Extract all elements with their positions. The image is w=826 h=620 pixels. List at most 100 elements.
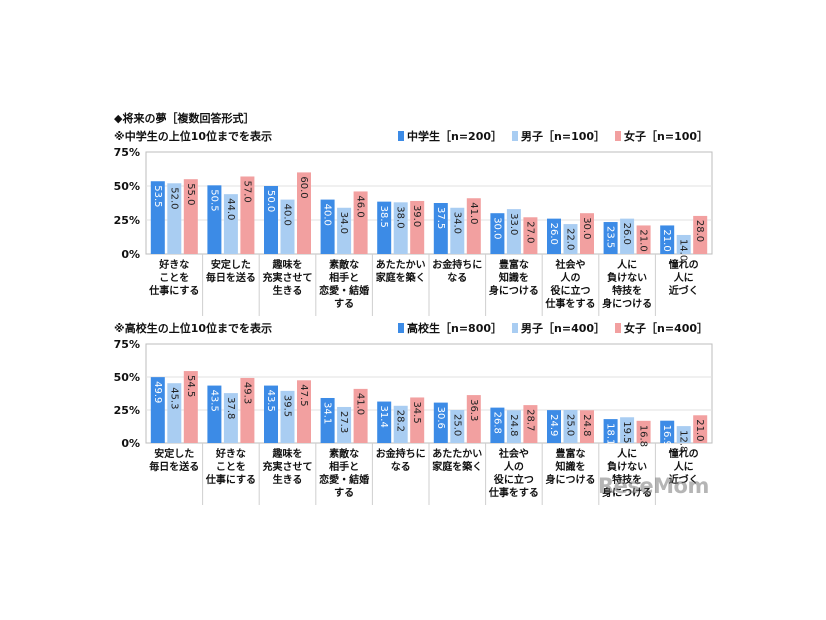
- data-label: 24.8: [581, 414, 592, 436]
- data-label: 12.8: [678, 430, 689, 452]
- category-label-line: 趣味を: [272, 447, 303, 460]
- bar: [490, 213, 505, 254]
- category-label-line: 人に: [674, 460, 694, 473]
- bar: [410, 200, 425, 254]
- bar: [353, 388, 368, 443]
- category-label: 人に負けない特技を身につける: [602, 258, 652, 310]
- bar: [563, 224, 578, 254]
- data-label: 33.0: [508, 213, 519, 235]
- chart-2-subtitle: ※高校生の上位10位までを表示: [114, 322, 273, 335]
- category-label: 好きなことを仕事にする: [148, 258, 199, 297]
- bar: [523, 405, 538, 443]
- data-label: 52.0: [168, 187, 179, 209]
- bar: [523, 217, 538, 254]
- data-label: 19.5: [621, 421, 632, 443]
- data-label: 18.1: [605, 423, 616, 445]
- bar: [223, 194, 238, 254]
- data-label: 27.3: [338, 411, 349, 433]
- legend-item-c2-s0: 高校生［n=800］: [398, 320, 502, 336]
- data-label: 25.0: [451, 414, 462, 436]
- category-label: 趣味を充実させて生きる: [263, 258, 313, 297]
- category-label-line: 安定した: [154, 447, 194, 460]
- category-label: 安定した毎日を送る: [149, 447, 199, 473]
- category-label-line: 身につける: [489, 284, 539, 297]
- data-label: 16.8: [638, 425, 649, 447]
- data-label: 14.0: [678, 239, 689, 261]
- legend-swatch: [512, 131, 519, 141]
- chart-1-legend: 中学生［n=200］ 男子［n=100］ 女子［n=100］: [398, 128, 708, 144]
- category-label-line: する: [334, 487, 354, 499]
- chart-2-legend: 高校生［n=800］ 男子［n=400］ 女子［n=400］: [398, 320, 708, 336]
- data-label: 36.3: [468, 399, 479, 421]
- bar: [636, 225, 651, 254]
- category-label-line: 人の: [504, 460, 524, 473]
- bar: [603, 222, 618, 254]
- category-label-line: なる: [391, 461, 411, 473]
- bar: [320, 397, 335, 443]
- legend-swatch: [398, 131, 404, 141]
- category-label-line: 充実させて: [263, 460, 313, 473]
- category-label-line: 人に: [617, 447, 637, 460]
- data-label: 38.5: [378, 206, 389, 228]
- data-label: 24.9: [548, 414, 559, 436]
- y-tick-label: 50%: [114, 371, 140, 384]
- y-tick-label: 25%: [114, 404, 140, 417]
- category-label: お金持ちになる: [432, 258, 482, 284]
- category-label-line: 安定した: [211, 258, 251, 271]
- data-label: 21.0: [638, 229, 649, 251]
- category-label: 豊富な知識を身につける: [489, 258, 539, 297]
- y-tick-label: 50%: [114, 180, 140, 193]
- bar: [377, 201, 392, 254]
- data-label: 50.0: [265, 190, 276, 212]
- data-label: 30.0: [581, 217, 592, 239]
- bar: [264, 385, 278, 443]
- data-label: 45.3: [168, 387, 179, 409]
- data-label: 26.0: [621, 223, 632, 245]
- category-label-line: 近づく: [669, 473, 699, 486]
- data-label: 40.0: [282, 204, 293, 226]
- legend-label: 高校生［n=800］: [407, 322, 503, 335]
- data-label: 38.0: [395, 206, 406, 228]
- category-label-line: 知識を: [498, 271, 529, 284]
- bar: [353, 191, 368, 254]
- bar: [337, 406, 352, 443]
- bar: [636, 420, 651, 443]
- category-label-line: 仕事にする: [148, 284, 199, 297]
- bar: [603, 419, 618, 443]
- bar: [450, 410, 465, 443]
- category-label-line: 社会や: [498, 447, 529, 460]
- category-label-line: 仕事をする: [545, 297, 596, 310]
- data-label: 60.0: [298, 176, 309, 198]
- bar: [547, 218, 561, 254]
- category-label-line: 豊富な: [556, 447, 586, 460]
- category-label-line: お金持ちに: [376, 447, 426, 460]
- category-label: 社会や人の役に立つ仕事をする: [545, 258, 596, 310]
- data-label: 57.0: [241, 180, 252, 202]
- category-label: 社会や人の役に立つ仕事をする: [488, 447, 539, 499]
- bar: [693, 215, 708, 254]
- y-tick-label: 25%: [114, 214, 140, 227]
- category-label-line: 豊富な: [499, 258, 529, 271]
- page-title: ◆将来の夢［複数回答形式］: [114, 112, 255, 125]
- category-label-line: お金持ちに: [432, 258, 482, 271]
- category-label-line: 仕事をする: [488, 486, 539, 499]
- watermark: ReseMom: [598, 474, 709, 498]
- category-label-line: 好きな: [215, 447, 246, 460]
- bar: [183, 371, 198, 443]
- data-label: 41.0: [355, 393, 366, 415]
- data-label: 46.0: [355, 195, 366, 217]
- bar: [466, 395, 481, 443]
- bar: [450, 207, 465, 254]
- bar: [490, 407, 505, 443]
- y-tick-label: 75%: [114, 146, 140, 159]
- data-label: 24.8: [508, 414, 519, 436]
- data-label: 28.2: [395, 410, 406, 432]
- bar: [337, 207, 352, 254]
- legend-swatch: [615, 131, 622, 141]
- category-label-line: 社会や: [555, 258, 586, 271]
- data-label: 37.8: [225, 397, 236, 419]
- data-label: 43.5: [208, 390, 219, 412]
- data-label: 31.4: [378, 406, 389, 428]
- category-label-line: する: [334, 298, 354, 310]
